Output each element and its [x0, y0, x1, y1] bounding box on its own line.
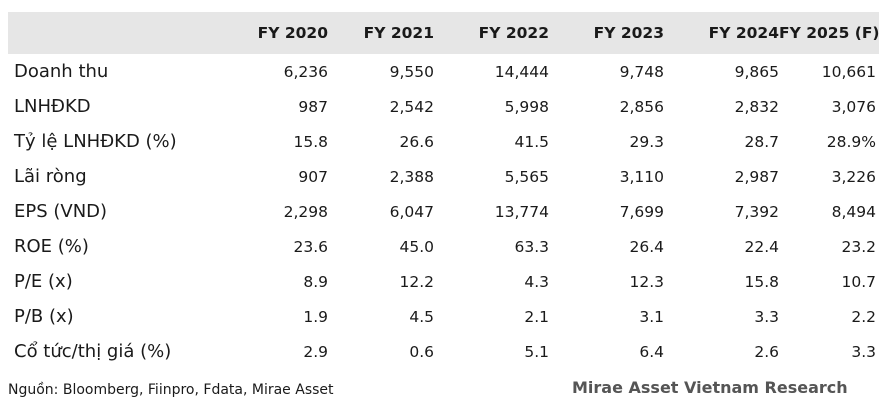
table-cell: 45.0: [399, 237, 434, 256]
table-cell: 3.3: [754, 307, 779, 326]
table-cell: 6,236: [283, 62, 328, 81]
table-cell: 2,388: [389, 167, 434, 186]
table-cell: 1.9: [303, 307, 328, 326]
table-cell: 28.9%: [826, 132, 876, 151]
table-cell: 10.7: [841, 272, 876, 291]
table-cell: 3.1: [639, 307, 664, 326]
table-cell: 26.4: [629, 237, 664, 256]
table-cell: 10,661: [821, 62, 876, 81]
table-cell: 28.7: [744, 132, 779, 151]
table-row: Tỷ lệ LNHĐKD (%) 15.8 26.6 41.5 29.3 28.…: [8, 124, 879, 159]
table-cell: 2,542: [389, 97, 434, 116]
table-cell: 23.2: [841, 237, 876, 256]
header-fy2025f: FY 2025 (F): [779, 24, 880, 42]
table-cell: 7,392: [734, 202, 779, 221]
table-cell: 15.8: [293, 132, 328, 151]
row-label: ROE (%): [14, 236, 89, 257]
table-cell: 2.6: [754, 342, 779, 361]
row-label: LNHĐKD: [14, 96, 91, 117]
table-cell: 987: [298, 97, 328, 116]
table-cell: 0.6: [409, 342, 434, 361]
header-fy2021: FY 2021: [363, 24, 434, 42]
table-cell: 2,832: [734, 97, 779, 116]
table-cell: 4.3: [524, 272, 549, 291]
row-label: EPS (VND): [14, 201, 108, 222]
table-cell: 5.1: [524, 342, 549, 361]
table-row: LNHĐKD 987 2,542 5,998 2,856 2,832 3,076: [8, 89, 879, 124]
table-cell: 2,987: [734, 167, 779, 186]
table-cell: 6.4: [639, 342, 664, 361]
source-note: Nguồn: Bloomberg, Fiinpro, Fdata, Mirae …: [8, 382, 334, 398]
header-fy2022: FY 2022: [478, 24, 549, 42]
table-row: EPS (VND) 2,298 6,047 13,774 7,699 7,392…: [8, 194, 879, 229]
header-fy2020: FY 2020: [257, 24, 328, 42]
table-header-row: FY 2020 FY 2021 FY 2022 FY 2023 FY 2024 …: [8, 12, 880, 54]
table-cell: 2,856: [619, 97, 664, 116]
table-cell: 7,699: [619, 202, 664, 221]
table-cell: 2,298: [283, 202, 328, 221]
table-cell: 2.9: [303, 342, 328, 361]
table-cell: 15.8: [744, 272, 779, 291]
table-cell: 14,444: [494, 62, 549, 81]
table-cell: 9,550: [389, 62, 434, 81]
table-row: ROE (%) 23.6 45.0 63.3 26.4 22.4 23.2: [8, 229, 879, 264]
table-row: Doanh thu 6,236 9,550 14,444 9,748 9,865…: [8, 54, 879, 89]
table-cell: 8.9: [303, 272, 328, 291]
table-cell: 13,774: [494, 202, 549, 221]
table-row: Lãi ròng 907 2,388 5,565 3,110 2,987 3,2…: [8, 159, 879, 194]
financial-table: FY 2020 FY 2021 FY 2022 FY 2023 FY 2024 …: [8, 12, 880, 369]
table-cell: 41.5: [514, 132, 549, 151]
table-cell: 9,865: [734, 62, 779, 81]
header-fy2023: FY 2023: [593, 24, 664, 42]
table-cell: 2.1: [524, 307, 549, 326]
table-cell: 22.4: [744, 237, 779, 256]
table-cell: 6,047: [389, 202, 434, 221]
table-cell: 4.5: [409, 307, 434, 326]
table-cell: 3,076: [831, 97, 876, 116]
table-cell: 3,110: [619, 167, 664, 186]
header-fy2024: FY 2024: [708, 24, 779, 42]
row-label: P/B (x): [14, 306, 74, 327]
table-footer: Nguồn: Bloomberg, Fiinpro, Fdata, Mirae …: [8, 378, 879, 404]
table-cell: 63.3: [514, 237, 549, 256]
table-cell: 12.2: [399, 272, 434, 291]
table-cell: 2.2: [851, 307, 876, 326]
table-row: P/B (x) 1.9 4.5 2.1 3.1 3.3 2.2: [8, 299, 879, 334]
row-label: Lãi ròng: [14, 166, 87, 187]
table-cell: 26.6: [399, 132, 434, 151]
table-row: Cổ tức/thị giá (%) 2.9 0.6 5.1 6.4 2.6 3…: [8, 334, 879, 369]
table-row: P/E (x) 8.9 12.2 4.3 12.3 15.8 10.7: [8, 264, 879, 299]
table-cell: 5,565: [504, 167, 549, 186]
row-label: Cổ tức/thị giá (%): [14, 341, 172, 362]
table-cell: 9,748: [619, 62, 664, 81]
row-label: Tỷ lệ LNHĐKD (%): [14, 131, 177, 152]
table-cell: 3,226: [831, 167, 876, 186]
table-cell: 5,998: [504, 97, 549, 116]
table-cell: 8,494: [831, 202, 876, 221]
research-brand: Mirae Asset Vietnam Research: [572, 378, 848, 397]
row-label: Doanh thu: [14, 61, 109, 82]
table-cell: 3.3: [851, 342, 876, 361]
row-label: P/E (x): [14, 271, 73, 292]
table-cell: 12.3: [629, 272, 664, 291]
table-cell: 907: [298, 167, 328, 186]
table-cell: 29.3: [629, 132, 664, 151]
table-cell: 23.6: [293, 237, 328, 256]
